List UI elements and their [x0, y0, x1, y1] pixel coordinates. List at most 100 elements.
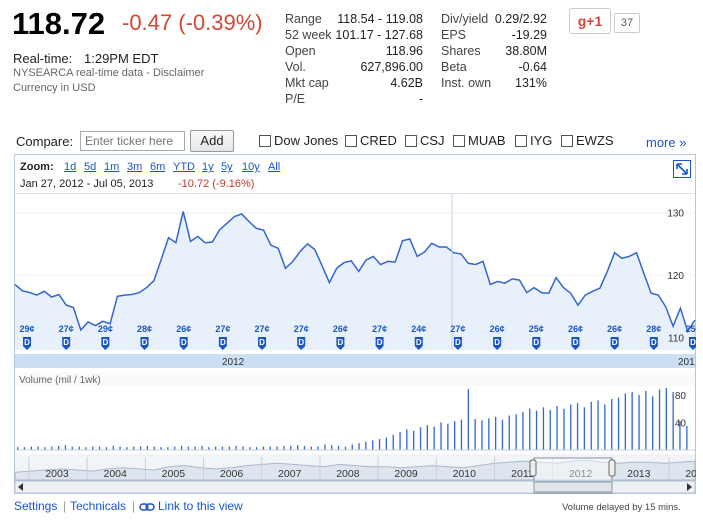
volume-bar	[92, 446, 94, 450]
volume-bar	[119, 446, 121, 450]
navigator-year-label: 2003	[45, 468, 69, 480]
compare-checkbox-iyg[interactable]: IYG	[515, 133, 552, 148]
volume-label: Volume (mil / 1wk)	[19, 375, 101, 386]
volume-bar	[392, 434, 394, 450]
compare-ticker-label: Dow Jones	[274, 133, 339, 148]
expand-icon[interactable]	[673, 160, 691, 178]
volume-bar	[269, 446, 271, 450]
dividend-marker-letter: D	[63, 338, 69, 347]
dividend-marker-icon	[218, 337, 227, 350]
range-change: -10.72 (-9.16%)	[178, 178, 255, 190]
zoom-option-ytd[interactable]: YTD	[173, 161, 195, 173]
zoom-option-1m[interactable]: 1m	[104, 161, 120, 173]
volume-bar	[419, 427, 422, 450]
scrollbar-track[interactable]	[14, 480, 696, 494]
stat-label: Mkt cap	[285, 76, 329, 90]
compare-ticker-label: CRED	[360, 133, 397, 148]
volume-bar	[597, 400, 599, 450]
navigator-year-label: 2010	[453, 468, 477, 480]
zoom-option-5y[interactable]: 5y	[221, 161, 233, 173]
navigator-handle-right[interactable]	[608, 459, 616, 477]
dividend-marker-letter: D	[573, 338, 579, 347]
compare-checkbox-muab[interactable]: MUAB	[453, 133, 506, 148]
volume-bar	[153, 446, 155, 450]
timeline-year-right: 201	[678, 357, 695, 368]
dividend-label: 27¢	[215, 324, 230, 334]
volume-bar	[563, 408, 565, 450]
volume-bar	[146, 445, 148, 450]
volume-bar	[194, 446, 196, 450]
link-to-view[interactable]: Link to this view	[158, 499, 243, 513]
chain-link-icon	[139, 500, 155, 518]
volume-bar	[372, 440, 374, 450]
zoom-option-5d[interactable]: 5d	[84, 161, 97, 173]
zoom-option-all[interactable]: All	[268, 161, 281, 173]
checkbox-icon[interactable]	[345, 135, 357, 147]
add-ticker-button[interactable]: Add	[190, 130, 234, 152]
compare-ticker-label: CSJ	[420, 133, 445, 148]
more-compare-link[interactable]: more »	[646, 135, 687, 150]
zoom-option-1y[interactable]: 1y	[202, 161, 214, 173]
volume-bar	[495, 416, 497, 450]
compare-checkbox-dow-jones[interactable]: Dow Jones	[259, 133, 338, 148]
volume-bar	[542, 407, 545, 450]
volume-bar	[385, 437, 387, 450]
volume-bar	[474, 419, 476, 450]
navigator-handle-left[interactable]	[529, 459, 537, 477]
checkbox-icon[interactable]	[405, 135, 417, 147]
stat-label: P/E	[285, 92, 306, 106]
zoom-option-3m[interactable]: 3m	[127, 161, 143, 173]
volume-bar	[187, 446, 189, 450]
volume-bar	[283, 445, 285, 450]
stat-value: 118.96	[385, 44, 423, 58]
dividend-marker-letter: D	[181, 338, 187, 347]
dividend-marker-icon	[453, 337, 462, 350]
price-chart[interactable]: 130 120 110 29¢ D 27¢ D 29¢ D 28¢ D 26¢ D 27¢ D 27¢ D 27…	[14, 154, 696, 494]
realtime-time: 1:29PM EDT	[84, 51, 159, 66]
volume-bar	[365, 441, 367, 450]
dividend-label: 24¢	[411, 324, 426, 334]
compare-checkbox-ewzs[interactable]: EWZS	[561, 133, 614, 148]
dividend-marker-icon	[179, 337, 188, 350]
dividend-marker-letter: D	[494, 338, 500, 347]
zoom-option-10y[interactable]: 10y	[242, 161, 260, 173]
stat-value: 118.54 - 119.08	[337, 12, 423, 26]
dividend-label: 27¢	[255, 324, 270, 334]
zoom-option-6m[interactable]: 6m	[150, 161, 166, 173]
volume-bar	[645, 390, 647, 450]
timeline-band	[15, 354, 695, 368]
compare-checkbox-csj[interactable]: CSJ	[405, 133, 445, 148]
dividend-marker-icon	[297, 337, 306, 350]
checkbox-icon[interactable]	[453, 135, 465, 147]
chart-divider	[15, 193, 695, 194]
dividend-label: 27¢	[372, 324, 387, 334]
scroll-right-icon[interactable]	[687, 483, 692, 491]
compare-checkbox-cred[interactable]: CRED	[345, 133, 397, 148]
dividend-label: 25¢	[529, 324, 544, 334]
scroll-left-icon[interactable]	[18, 483, 23, 491]
volume-header	[15, 372, 695, 386]
technicals-link[interactable]: Technicals	[70, 499, 127, 513]
dividend-label: 27¢	[294, 324, 309, 334]
dividend-marker-icon	[258, 337, 267, 350]
volume-bar	[98, 446, 101, 450]
zoom-option-1d[interactable]: 1d	[64, 161, 77, 173]
settings-link[interactable]: Settings	[14, 499, 58, 513]
stat-value: 101.17 - 127.68	[335, 28, 423, 42]
volume-bar	[617, 397, 620, 450]
data-disclaimer[interactable]: NYSEARCA real-time data - Disclaimer	[13, 67, 205, 79]
checkbox-icon[interactable]	[561, 135, 573, 147]
compare-ticker-input[interactable]	[80, 131, 185, 151]
compare-label: Compare:	[16, 134, 74, 149]
checkbox-icon[interactable]	[259, 135, 271, 147]
volume-bar	[208, 447, 210, 450]
volume-bar	[85, 447, 87, 450]
checkbox-icon[interactable]	[515, 135, 527, 147]
stat-label: Inst. own	[441, 76, 492, 90]
scrollbar-thumb[interactable]	[533, 481, 613, 493]
dividend-marker-letter: D	[338, 338, 344, 347]
gplus-button[interactable]: g+1	[569, 8, 611, 34]
dividend-marker-letter: D	[533, 338, 539, 347]
volume-bar	[221, 446, 224, 450]
volume-bar	[658, 389, 661, 450]
